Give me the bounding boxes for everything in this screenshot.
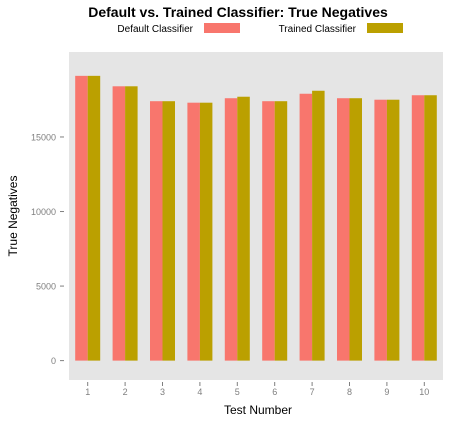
bar xyxy=(150,101,163,360)
x-axis-label: Test Number xyxy=(224,403,292,417)
x-tick-label: 5 xyxy=(235,387,240,397)
bar xyxy=(350,98,363,360)
x-tick-label: 6 xyxy=(272,387,277,397)
bar xyxy=(225,98,238,360)
legend: Default Classifier Trained Classifier xyxy=(117,23,403,35)
legend-label: Default Classifier xyxy=(117,24,193,35)
x-axis-ticks: 1 2 3 4 5 6 7 8 9 10 xyxy=(85,382,429,397)
x-tick-label: 2 xyxy=(123,387,128,397)
x-tick-label: 10 xyxy=(419,387,429,397)
bar xyxy=(88,76,101,361)
legend-swatch xyxy=(204,23,240,33)
bar xyxy=(337,98,350,360)
y-tick-label: 0 xyxy=(51,356,56,366)
legend-label: Trained Classifier xyxy=(279,24,357,35)
bar xyxy=(187,103,200,361)
bar xyxy=(312,91,325,361)
y-tick-label: 15000 xyxy=(31,132,56,142)
chart-title: Default vs. Trained Classifier: True Neg… xyxy=(88,4,388,20)
x-tick-label: 1 xyxy=(85,387,90,397)
bar xyxy=(125,86,138,360)
bar xyxy=(387,100,400,361)
y-axis-label: True Negatives xyxy=(6,176,20,257)
bar xyxy=(412,95,425,360)
bar xyxy=(200,103,213,361)
y-tick-label: 10000 xyxy=(31,207,56,217)
bar xyxy=(300,94,313,361)
bar xyxy=(424,95,437,360)
y-tick-label: 5000 xyxy=(36,282,56,292)
bar xyxy=(262,101,275,360)
x-tick-label: 8 xyxy=(347,387,352,397)
x-tick-label: 7 xyxy=(310,387,315,397)
bar xyxy=(237,97,250,361)
bar xyxy=(113,86,126,360)
bar xyxy=(163,101,176,360)
y-axis-ticks: 0 5000 10000 15000 xyxy=(31,132,64,366)
bar xyxy=(75,76,88,361)
legend-swatch xyxy=(367,23,403,33)
x-tick-label: 3 xyxy=(160,387,165,397)
bar xyxy=(275,101,288,360)
x-tick-label: 9 xyxy=(384,387,389,397)
x-tick-label: 4 xyxy=(197,387,202,397)
bar xyxy=(374,100,387,361)
